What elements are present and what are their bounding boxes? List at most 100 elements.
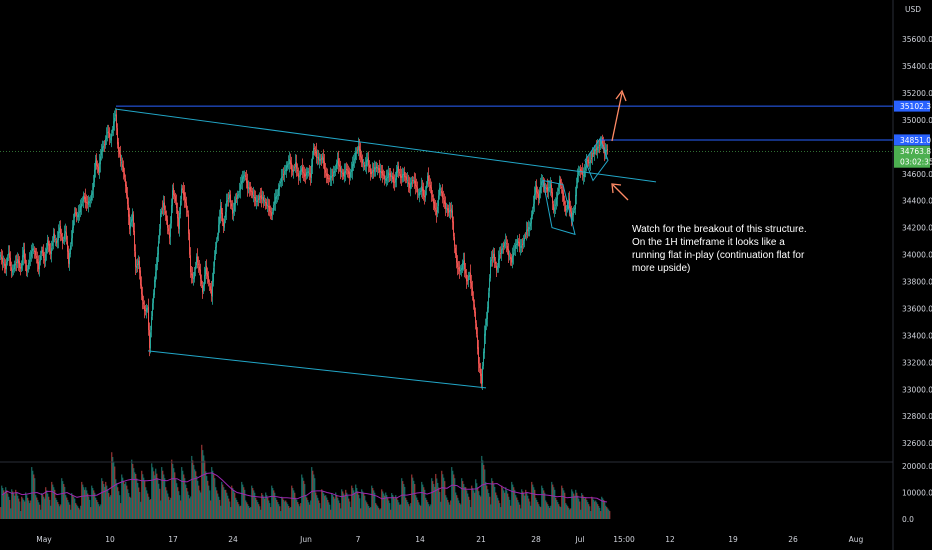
volume-bar xyxy=(399,504,401,519)
volume-bar xyxy=(168,496,170,519)
candle-body xyxy=(14,264,15,270)
candle-body xyxy=(211,289,212,296)
volume-bar xyxy=(595,500,597,519)
time-axis[interactable]: May 10 17 24 Jun 7 14 21 28 Jul 15:00 12 19 26 Aug xyxy=(36,535,863,544)
candle-body xyxy=(225,211,226,218)
candle-body xyxy=(469,275,470,277)
lower-channel-line[interactable] xyxy=(147,350,487,389)
running-flat-channel[interactable] xyxy=(584,137,609,182)
pointer-arrow[interactable] xyxy=(612,184,629,201)
volume-bar xyxy=(335,492,337,519)
candle-body xyxy=(568,201,569,204)
candle-body xyxy=(186,202,187,210)
candle-body xyxy=(391,175,392,177)
candle-body xyxy=(196,256,197,266)
volume-bar xyxy=(27,497,29,519)
candle-body xyxy=(474,304,475,313)
candle-body xyxy=(459,266,460,272)
candle-body xyxy=(92,191,93,195)
candle-body xyxy=(298,173,299,178)
flat-channel[interactable] xyxy=(542,179,576,236)
candle-body xyxy=(412,180,413,182)
breakout-arrow[interactable] xyxy=(611,92,623,142)
candle-body xyxy=(274,201,275,205)
volume-bar xyxy=(139,491,141,519)
volume-bar xyxy=(144,481,146,519)
volume-bar xyxy=(276,499,278,519)
volume-bar xyxy=(113,461,115,519)
candle-body xyxy=(302,166,303,173)
volume-bar xyxy=(43,496,45,519)
volume-bar xyxy=(550,505,552,519)
time-tick-label: 24 xyxy=(228,535,238,544)
volume-bar xyxy=(185,484,187,519)
candle-body xyxy=(123,166,124,173)
volume-bar xyxy=(302,477,304,519)
candle-body xyxy=(360,149,361,158)
candle-body xyxy=(222,212,223,222)
candle-body xyxy=(548,187,549,191)
candle-body xyxy=(27,269,28,271)
price-axis[interactable]: 32600.0 32800.0 33000.0 33200.0 33400.0 33600… xyxy=(902,35,932,448)
candle-body xyxy=(251,190,252,192)
candle-body xyxy=(581,170,582,172)
volume-bar xyxy=(310,500,312,519)
candle-body xyxy=(438,195,439,206)
candle-body xyxy=(589,162,590,164)
candle-body xyxy=(485,326,486,336)
candle-body xyxy=(537,191,538,194)
candle-body xyxy=(273,204,274,212)
volume-bar xyxy=(592,498,594,519)
candle-body xyxy=(213,268,214,282)
time-tick-label: Jul xyxy=(574,535,584,544)
volume-bar xyxy=(382,491,384,519)
volume-bar xyxy=(376,504,378,519)
volume-bar xyxy=(356,487,358,519)
candle-body xyxy=(403,174,404,176)
volume-bar xyxy=(107,489,109,519)
volume-bar xyxy=(97,502,99,519)
volume-bar xyxy=(52,484,54,519)
price-tick-label: 33400.0 xyxy=(902,331,932,340)
volume-bar xyxy=(395,495,397,519)
volume-bar xyxy=(604,501,606,519)
volume-bar xyxy=(182,470,184,519)
volume-bar xyxy=(221,481,223,519)
candle-body xyxy=(373,170,374,172)
candle-body xyxy=(591,157,592,159)
trend-drawings[interactable] xyxy=(0,0,894,550)
volume-bar xyxy=(363,493,365,519)
candle-body xyxy=(330,175,331,181)
candle-body xyxy=(185,198,186,203)
volume-bar xyxy=(32,470,34,519)
candle-body xyxy=(495,261,496,264)
volume-bar xyxy=(228,498,230,519)
volume-bar xyxy=(352,487,354,519)
candle-body xyxy=(97,164,98,167)
volume-bar xyxy=(279,506,281,519)
candle-body xyxy=(50,251,51,254)
volume-bar xyxy=(74,498,76,519)
volume-bar xyxy=(14,495,16,519)
volume-bar xyxy=(293,490,295,519)
volume-bar xyxy=(264,498,266,519)
volume-bar xyxy=(206,476,208,519)
volume-bar xyxy=(312,470,314,519)
volume-bar xyxy=(15,489,17,519)
volume-bar xyxy=(57,502,59,519)
volume-bar xyxy=(551,481,553,519)
volume-bar xyxy=(600,511,602,519)
candle-body xyxy=(501,249,502,254)
volume-bar xyxy=(277,502,279,519)
volume-bar xyxy=(41,493,43,519)
candle-body xyxy=(166,215,167,221)
descending-trendline[interactable] xyxy=(115,108,657,183)
candle-body xyxy=(506,243,507,245)
volume-bar xyxy=(559,506,561,519)
volume-bar xyxy=(442,474,444,519)
price-tick-label: 35200.0 xyxy=(902,89,932,98)
candle-body xyxy=(529,227,530,229)
time-tick-label: 12 xyxy=(665,535,675,544)
volume-bar xyxy=(397,499,399,519)
